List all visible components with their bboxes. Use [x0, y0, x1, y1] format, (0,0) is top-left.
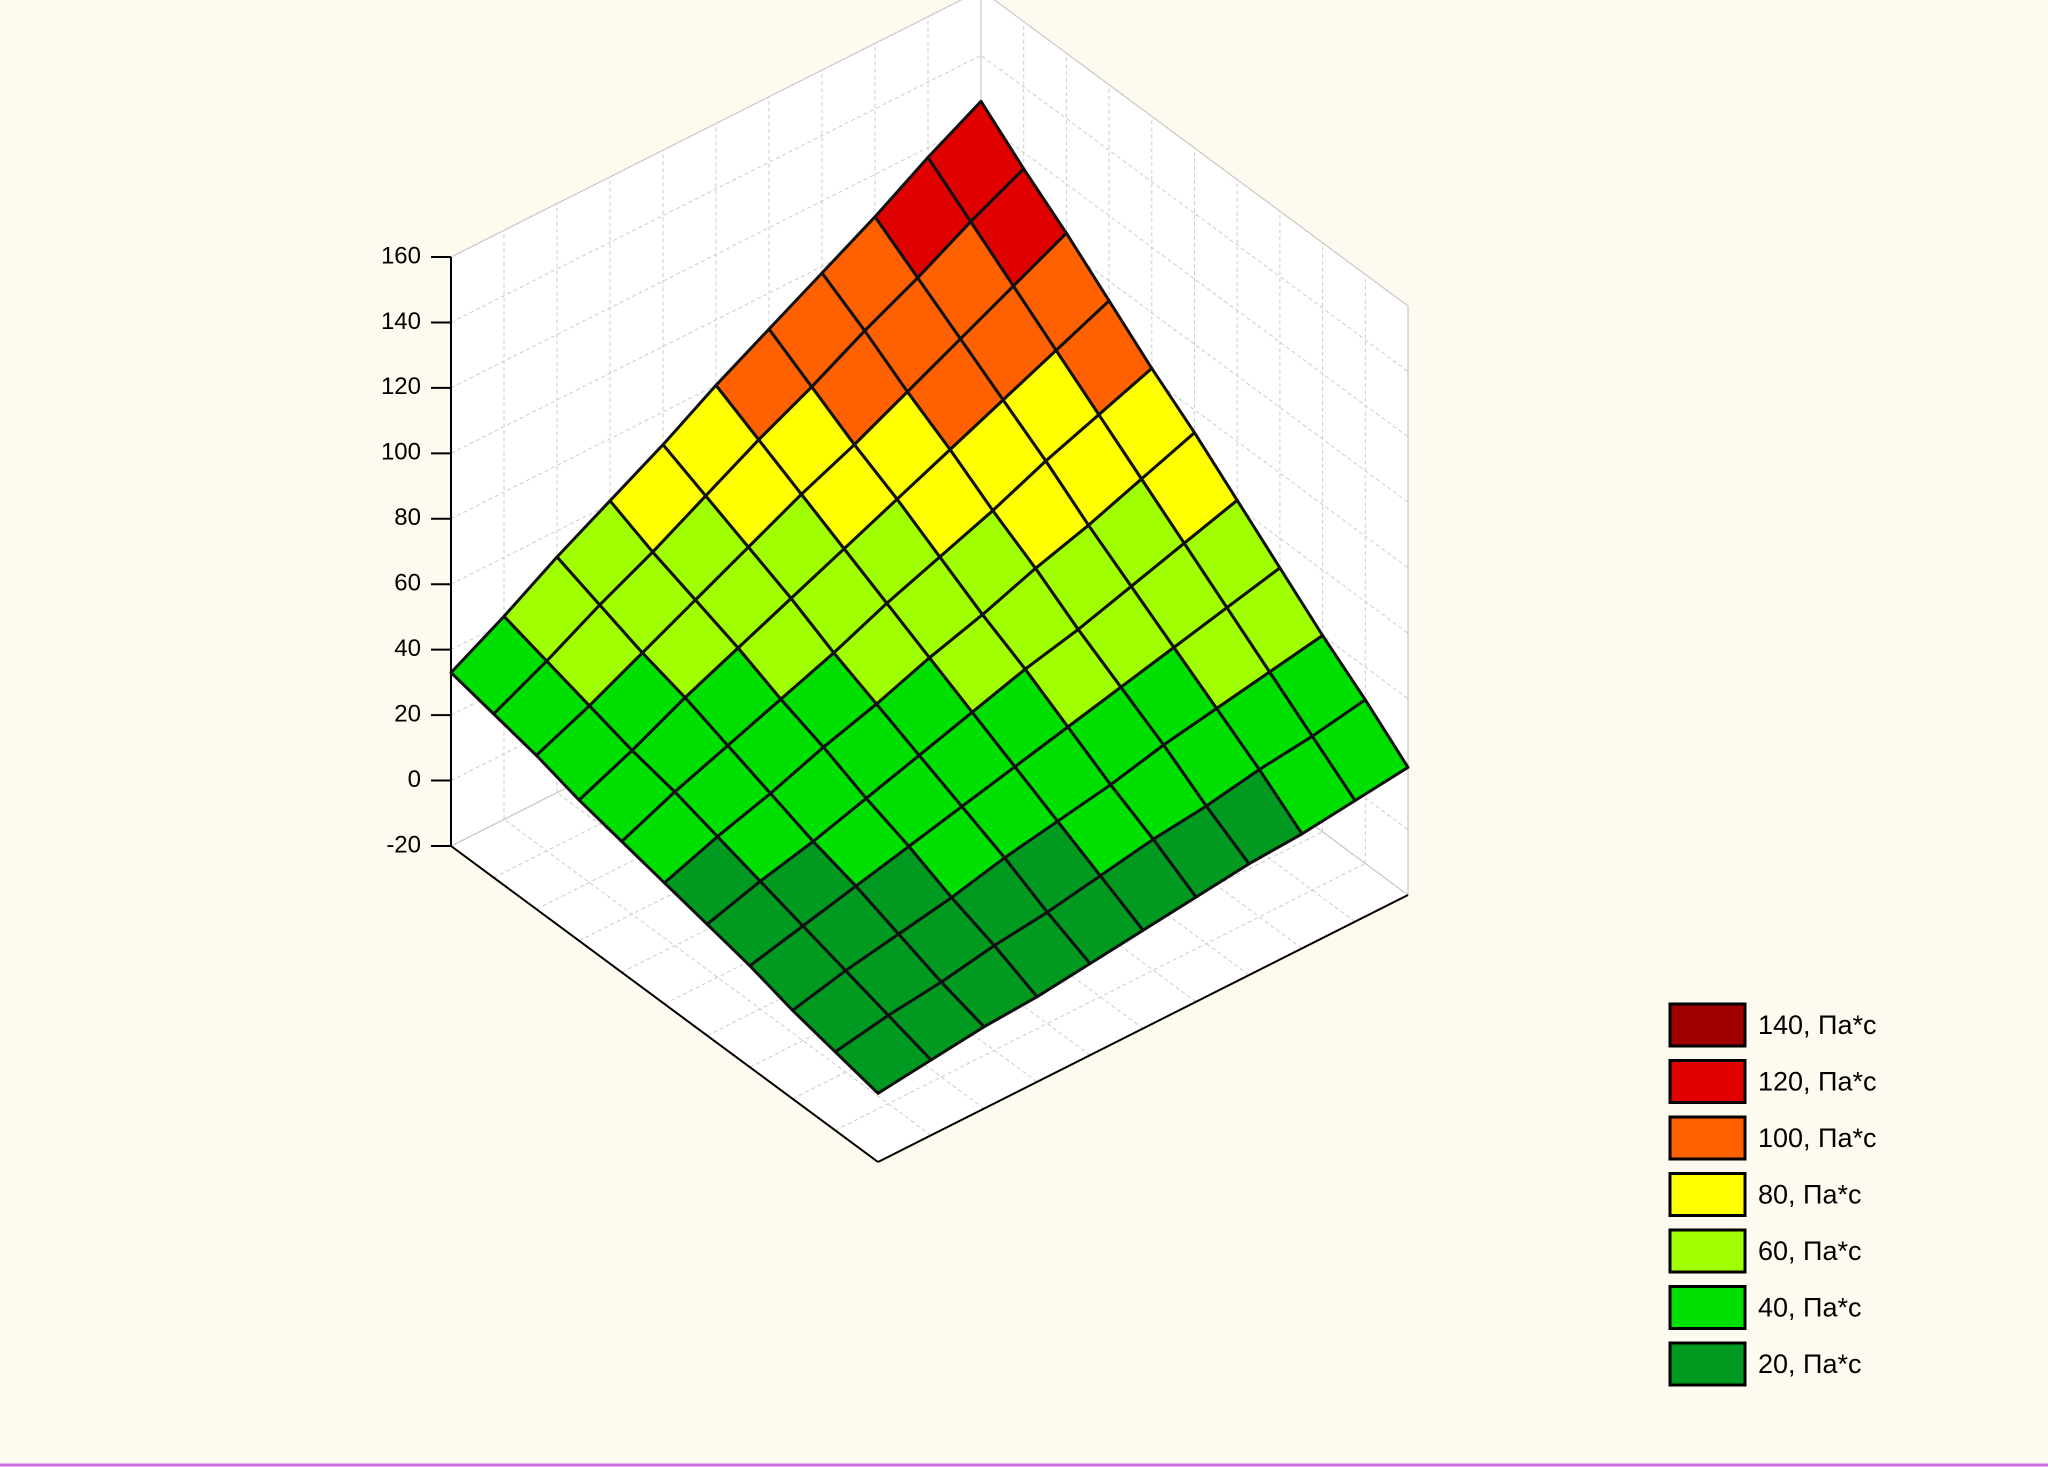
legend-label: 40, Па*с: [1758, 1293, 1861, 1323]
legend-label: 20, Па*с: [1758, 1349, 1861, 1379]
axis-line: [450, 845, 879, 1163]
legend-swatch: [1668, 1115, 1747, 1161]
grid-line: [450, 185, 1409, 503]
grid-line: [450, 120, 1409, 438]
legend-swatch: [1668, 1002, 1747, 1048]
legend-swatch: [1668, 1228, 1747, 1274]
legend-label: 140, Па*с: [1758, 1010, 1876, 1040]
axis-line: [877, 894, 1409, 1163]
legend-swatch: [1668, 1285, 1747, 1330]
floor-grid: [503, 818, 932, 1136]
z-tick-label: -20: [386, 831, 421, 858]
legend-swatch: [1668, 1341, 1747, 1387]
z-tick-label: 80: [394, 504, 421, 531]
z-tick-label: 160: [381, 242, 421, 269]
z-tick-label: 60: [394, 570, 421, 597]
legend-label: 60, Па*с: [1758, 1236, 1861, 1266]
z-tick-label: 100: [381, 439, 421, 466]
legend-swatch: [1668, 1172, 1747, 1217]
z-tick-label: 120: [381, 373, 421, 400]
legend-swatch: [1668, 1059, 1747, 1104]
grid-line: [450, 0, 1409, 307]
grid-line: [450, 54, 1409, 372]
grid-line: [450, 251, 1409, 569]
z-tick-label: 20: [394, 700, 421, 727]
z-tick-label: 40: [394, 635, 421, 662]
z-tick-label: 140: [381, 308, 421, 335]
legend-label: 120, Па*с: [1758, 1067, 1876, 1097]
z-tick-label: 0: [408, 766, 421, 793]
floor-grid: [835, 862, 1366, 1131]
legend-label: 80, Па*с: [1758, 1180, 1861, 1210]
surface-cell: [833, 1013, 933, 1095]
legend-label: 100, Па*с: [1758, 1123, 1876, 1153]
